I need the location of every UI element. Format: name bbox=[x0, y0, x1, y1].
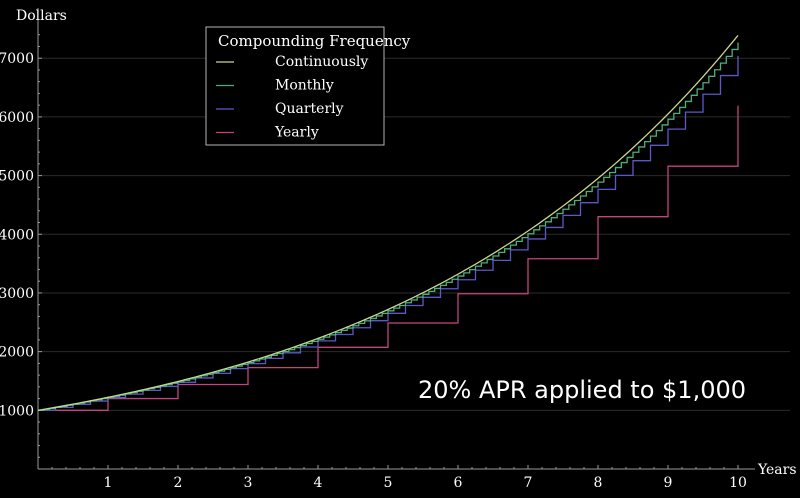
y-tick-label: 4000 bbox=[0, 227, 34, 243]
series-line-continuously bbox=[37, 34, 739, 411]
x-tick-label: 9 bbox=[664, 475, 673, 491]
y-tick-label: 7000 bbox=[0, 51, 34, 67]
series-line-yearly bbox=[37, 105, 739, 411]
annotation-text: 20% APR applied to $1,000 bbox=[418, 376, 746, 404]
y-axis-label: Dollars bbox=[16, 8, 67, 24]
legend-label: Quarterly bbox=[275, 101, 344, 117]
legend-label: Yearly bbox=[274, 125, 319, 141]
x-tick-label: 5 bbox=[384, 475, 393, 491]
series-line-monthly bbox=[37, 42, 739, 411]
legend: Compounding Frequency Continuously Monthl… bbox=[205, 26, 411, 146]
legend-label: Continuously bbox=[275, 54, 368, 70]
y-tick-label: 1000 bbox=[0, 403, 34, 419]
grid-lines bbox=[38, 57, 790, 411]
series-group bbox=[37, 34, 739, 411]
x-tick-label: 3 bbox=[244, 475, 253, 491]
x-tick-label: 7 bbox=[524, 475, 533, 491]
legend-box bbox=[205, 26, 385, 146]
series-line-quarterly bbox=[37, 55, 739, 411]
x-tick-label: 8 bbox=[594, 475, 603, 491]
x-tick-label: 10 bbox=[729, 475, 747, 491]
y-tick-label: 6000 bbox=[0, 110, 34, 126]
y-tick-label: 5000 bbox=[0, 169, 34, 185]
legend-title: Compounding Frequency bbox=[218, 32, 411, 50]
x-tick-label: 4 bbox=[314, 475, 323, 491]
x-tick-label: 1 bbox=[104, 475, 113, 491]
legend-label: Monthly bbox=[275, 78, 334, 94]
x-tick-label: 6 bbox=[454, 475, 463, 491]
x-tick-label: 2 bbox=[174, 475, 183, 491]
axes: 1000 2000 3000 4000 5000 6000 7000 1 2 3 4 5 6 7 8 9 10 bbox=[0, 8, 755, 491]
y-tick-label: 3000 bbox=[0, 286, 34, 302]
y-tick-label: 2000 bbox=[0, 345, 34, 361]
x-axis-label: Years bbox=[757, 462, 797, 478]
